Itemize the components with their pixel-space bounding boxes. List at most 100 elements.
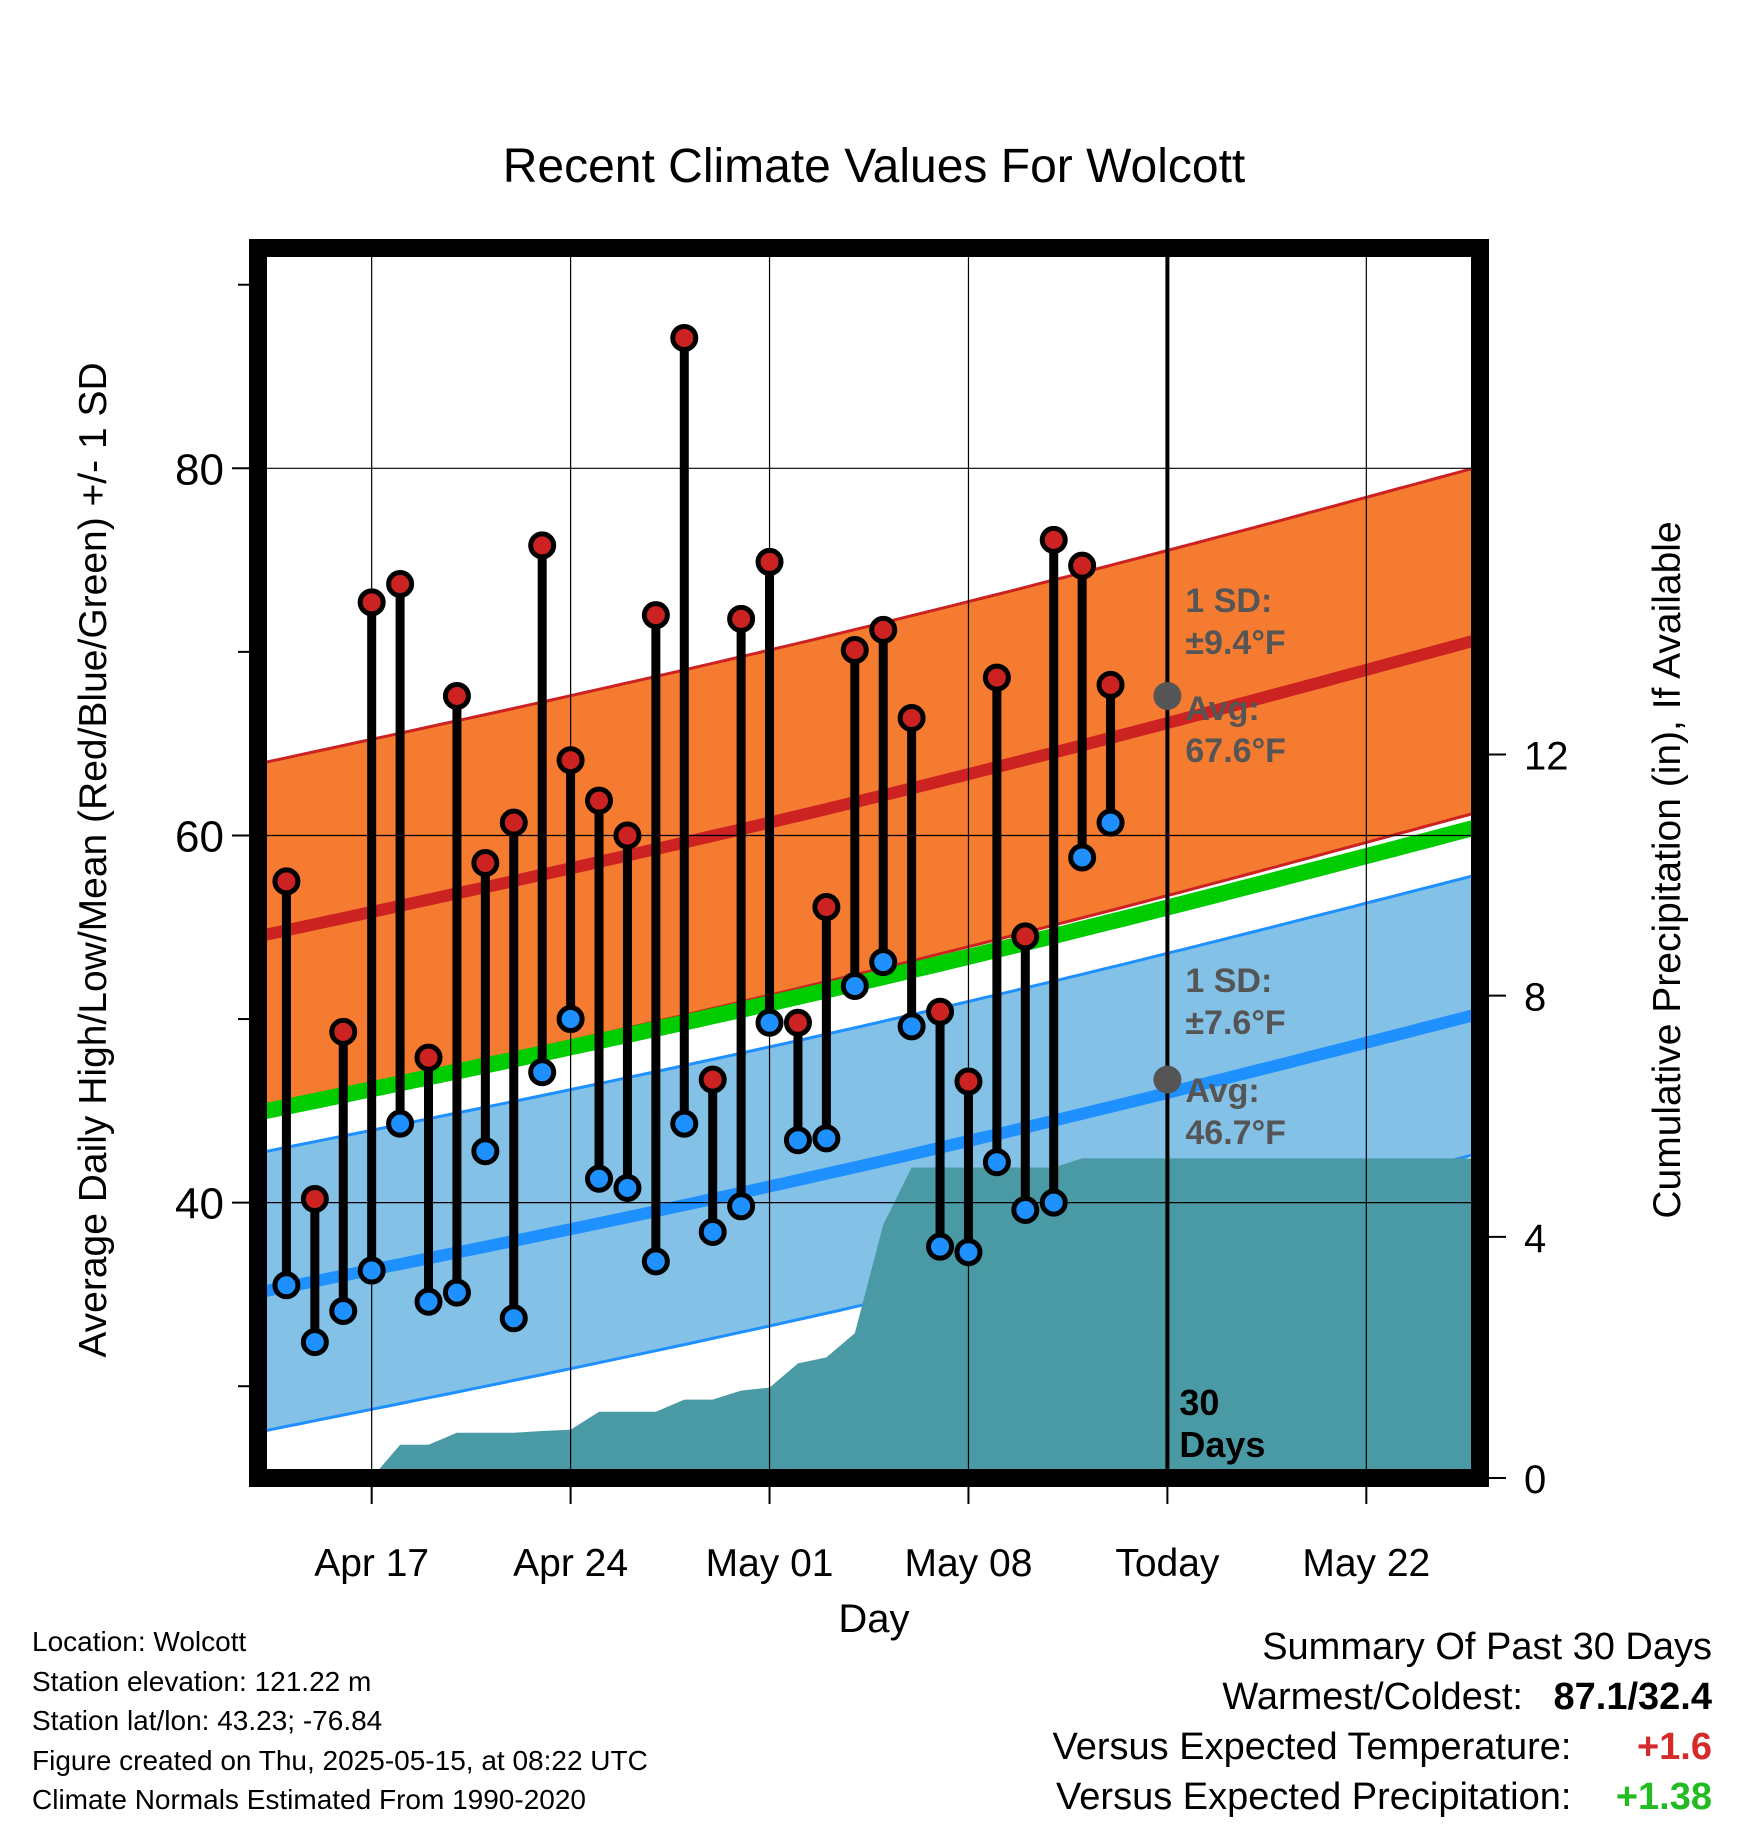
high-temp-point [698, 1065, 727, 1094]
high-temp-point [1039, 525, 1068, 554]
high-temp-point [357, 588, 386, 617]
location-text: Location: Wolcott [32, 1626, 247, 1657]
high-sd-band [258, 466, 1480, 1109]
x-tick-label: May 01 [706, 1542, 834, 1585]
latlon-text: Station lat/lon: 43.23; -76.84 [32, 1705, 383, 1736]
low-temp-point [869, 948, 898, 977]
low-temp-point [670, 1109, 699, 1138]
high-temp-point [926, 997, 955, 1026]
low-temp-point [556, 1005, 585, 1034]
high-temp-point [954, 1067, 983, 1096]
high-temp-point [670, 323, 699, 352]
y-left-tick-label: 60 [175, 812, 224, 861]
high-temp-point [982, 663, 1011, 692]
y-axis-label-left: Average Daily High/Low/Mean (Red/Blue/Gr… [72, 362, 115, 1357]
low-temp-point [812, 1124, 841, 1153]
temp-vs-expected-value: +1.6 [1636, 1726, 1712, 1768]
high-temp-point [755, 547, 784, 576]
low-temp-point [954, 1238, 983, 1267]
low-temp-point [329, 1296, 358, 1325]
y-right-tick-label: 0 [1524, 1458, 1546, 1502]
station-info: Location: Wolcott Station elevation: 121… [32, 1622, 648, 1820]
high-band-upper-edge [258, 465, 1480, 766]
high-temp-point [499, 808, 528, 837]
low-temp-point [414, 1287, 443, 1316]
high-temp-point [300, 1184, 329, 1213]
high-temp-point [613, 821, 642, 850]
high-temp-point [556, 746, 585, 775]
high-temp-point [528, 531, 557, 560]
precip-vs-expected-label: Versus Expected Precipitation: [1056, 1776, 1572, 1818]
high-avg-value: 67.6°F [1185, 732, 1286, 770]
low-temp-point [272, 1271, 301, 1300]
chart-title: Recent Climate Values For Wolcott [503, 140, 1246, 193]
temp-vs-expected-label: Versus Expected Temperature: [1052, 1726, 1572, 1768]
low-temp-point [926, 1232, 955, 1261]
normals-text: Climate Normals Estimated From 1990-2020 [32, 1784, 586, 1815]
y-left-tick-label: 80 [175, 445, 224, 494]
summary-warm-cold-row: Warmest/Coldest: 87.1/32.4 [1053, 1672, 1712, 1722]
high-temp-point [641, 601, 670, 630]
high-temp-point [585, 786, 614, 815]
high-temp-point [1011, 922, 1040, 951]
low-temp-point [471, 1137, 500, 1166]
high-temp-point [727, 604, 756, 633]
plot-area: 1 SD: ±9.4°F Avg: 67.6°F 1 SD: ±7.6°F Avg: 46.7… [175, 239, 1569, 1585]
low-band-upper-edge [258, 872, 1480, 1155]
normal-low-line [258, 1007, 1480, 1299]
low-temp-point [727, 1192, 756, 1221]
x-axis-label: Day [838, 1597, 909, 1641]
low-sd-label: 1 SD: [1185, 962, 1272, 1000]
y-left-tick-label: 40 [175, 1180, 224, 1229]
high-temp-point [897, 703, 926, 732]
low-temp-point [1096, 808, 1125, 837]
x-tick-label: Apr 17 [314, 1542, 429, 1585]
precipitation-area [371, 1158, 1480, 1478]
low-avg-value: 46.7°F [1185, 1114, 1286, 1152]
window-count: 30 [1179, 1382, 1219, 1423]
high-temp-point [840, 636, 869, 665]
low-sd-band [258, 874, 1480, 1433]
x-tick-label: Apr 24 [513, 1542, 628, 1585]
plot-inner [258, 465, 1480, 1478]
warm-cold-label: Warmest/Coldest: [1222, 1676, 1523, 1718]
y-right-tick-label: 8 [1524, 976, 1546, 1020]
x-tick-label: Today [1115, 1542, 1220, 1585]
low-temp-point [982, 1148, 1011, 1177]
y-right-tick-label: 12 [1524, 734, 1569, 778]
summary-heading: Summary Of Past 30 Days [1262, 1626, 1712, 1668]
low-temp-point [386, 1109, 415, 1138]
high-temp-point [869, 615, 898, 644]
low-temp-point [528, 1058, 557, 1087]
normal-high-line [258, 633, 1480, 943]
low-avg-label: Avg: [1185, 1072, 1259, 1110]
low-temp-point [897, 1012, 926, 1041]
plot-frame [249, 239, 1489, 1487]
low-temp-point [1039, 1188, 1068, 1217]
summary-precip-row: Versus Expected Precipitation: +1.38 [1053, 1772, 1712, 1822]
elevation-text: Station elevation: 121.22 m [32, 1665, 372, 1697]
low-temp-point [641, 1247, 670, 1276]
low-temp-point [613, 1173, 642, 1202]
precip-vs-expected-value: +1.38 [1615, 1776, 1712, 1818]
high-temp-point [386, 569, 415, 598]
warm-cold-value: 87.1/32.4 [1553, 1676, 1712, 1718]
low-temp-point [442, 1278, 471, 1307]
low-temp-point [585, 1164, 614, 1193]
y-axis-label-right: Cumulative Precipitation (in), If Availa… [1646, 521, 1689, 1218]
high-temp-point [1096, 670, 1125, 699]
high-temp-point [471, 849, 500, 877]
low-temp-point [840, 972, 869, 1000]
created-text: Figure created on Thu, 2025-05-15, at 08… [32, 1744, 648, 1776]
low-temp-point [698, 1218, 727, 1246]
normal-mean-line [258, 818, 1480, 1121]
low-sd-value: ±7.6°F [1185, 1004, 1285, 1042]
high-temp-point [442, 681, 471, 710]
high-temp-point [329, 1017, 358, 1046]
high-avg-label: Avg: [1185, 690, 1259, 728]
low-temp-point [300, 1328, 329, 1357]
low-temp-point [783, 1126, 812, 1155]
high-sd-value: ±9.4°F [1185, 624, 1285, 662]
high-temp-point [414, 1043, 443, 1072]
